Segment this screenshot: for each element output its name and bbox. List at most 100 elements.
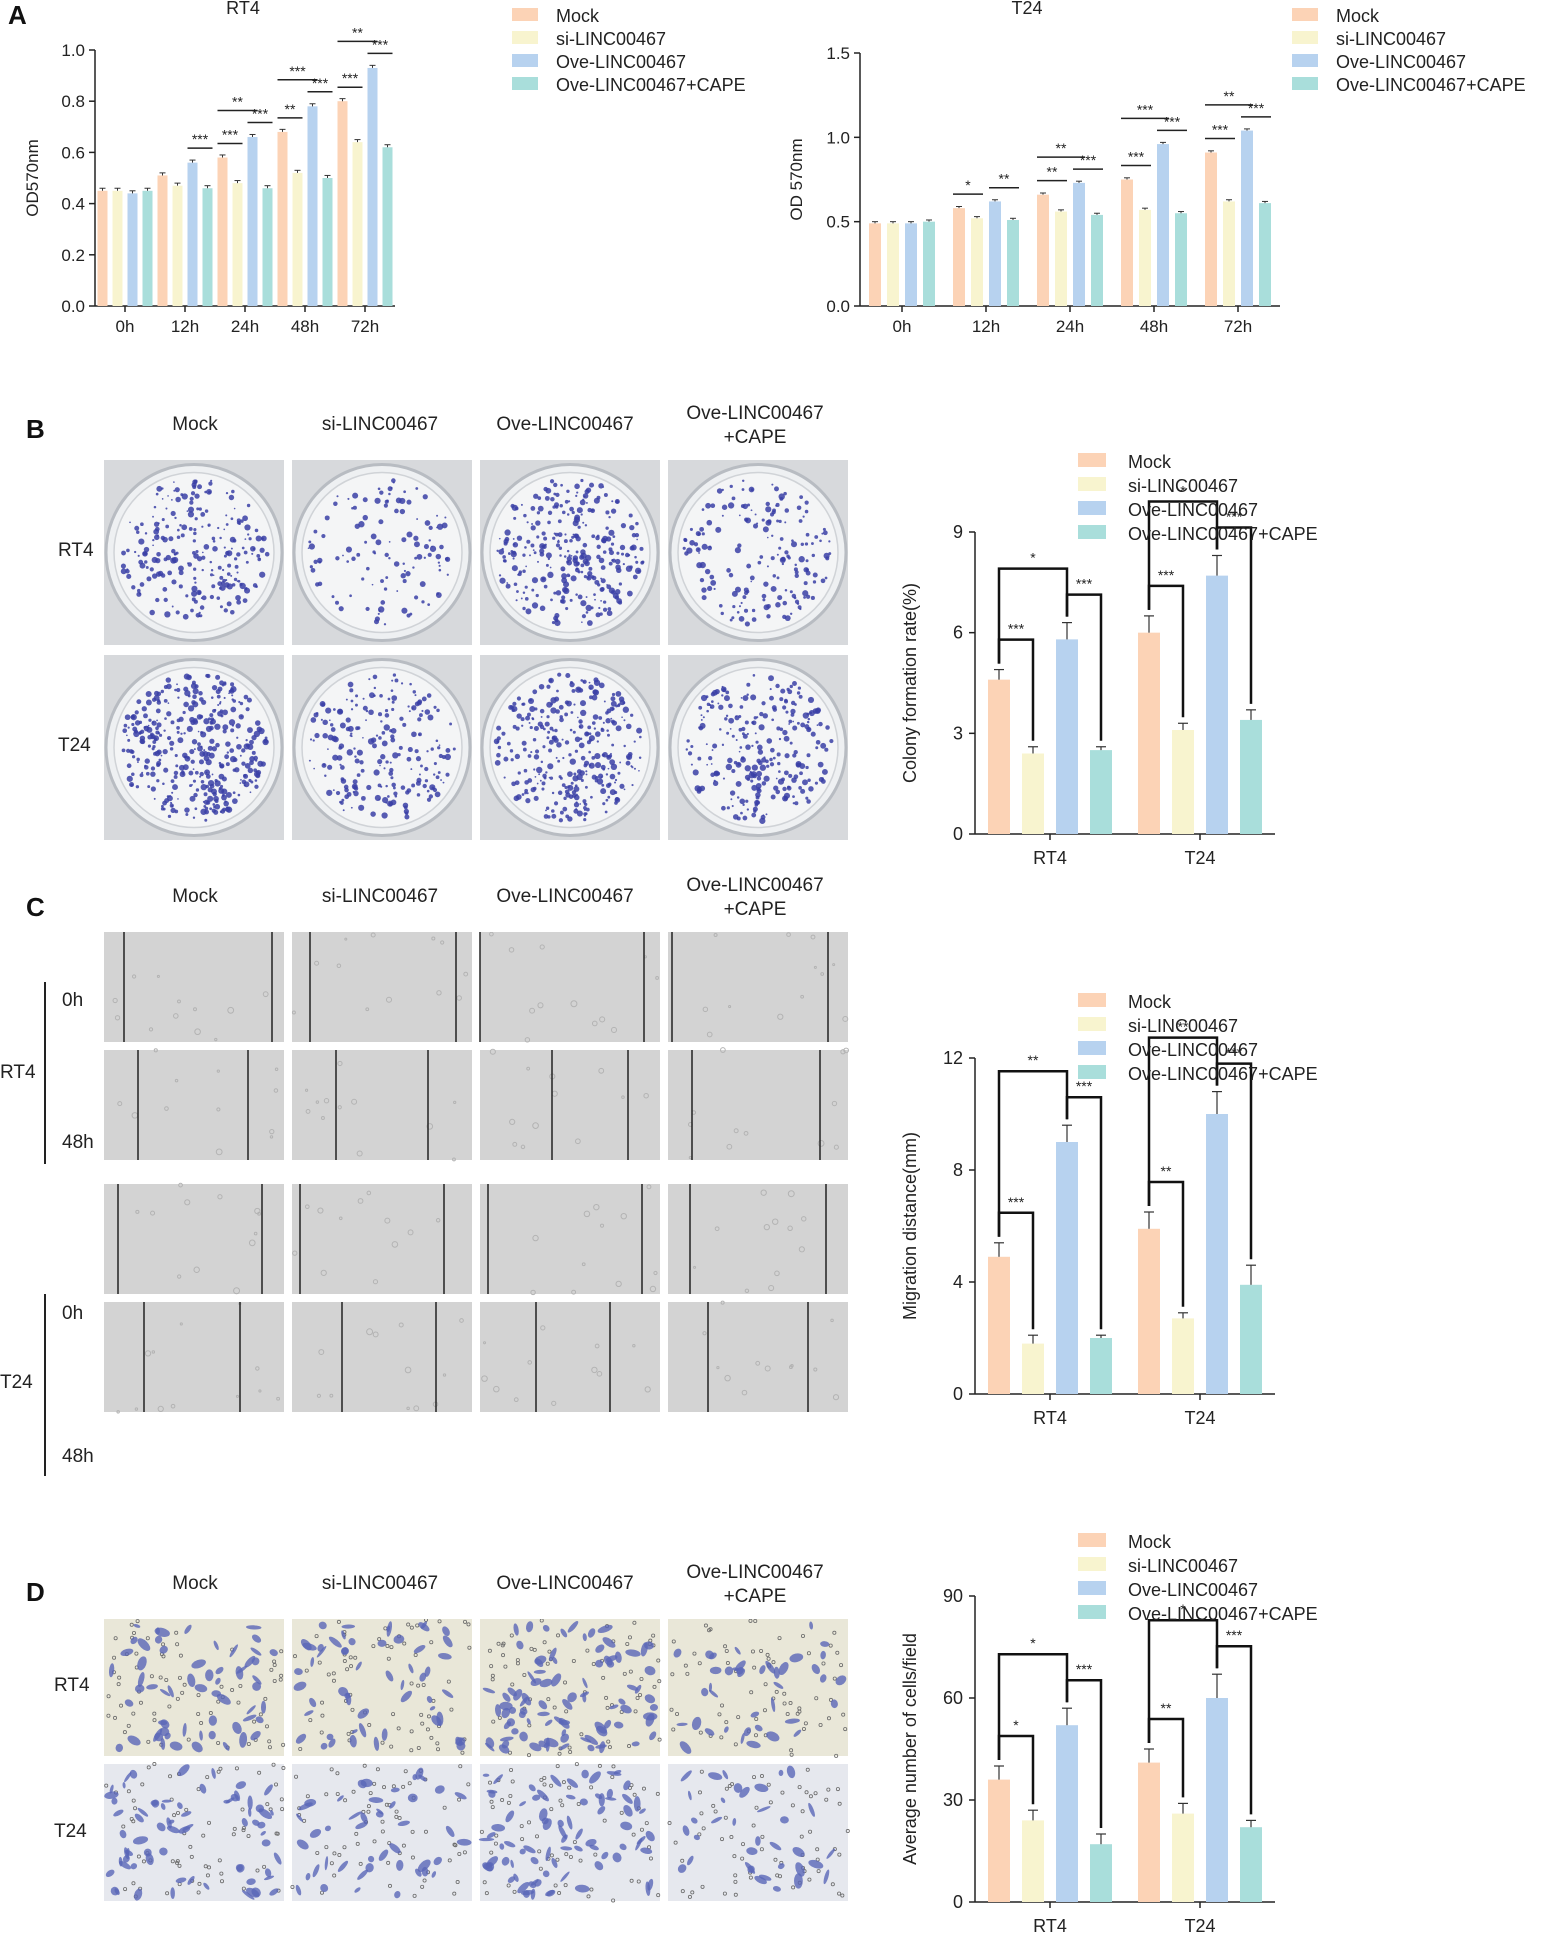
migrated-cell <box>585 1838 597 1847</box>
colony-dot <box>192 701 199 708</box>
colony-dot <box>605 526 609 530</box>
colony-dot <box>521 793 525 796</box>
colony-dot <box>806 799 811 804</box>
colony-dot <box>194 493 200 499</box>
membrane-pore <box>510 1682 515 1687</box>
cell-debris <box>813 1367 818 1372</box>
membrane-pore <box>778 1874 783 1879</box>
migrated-cell <box>551 1857 558 1868</box>
migrated-cell <box>819 1674 827 1683</box>
migrated-cell <box>156 1822 166 1832</box>
colony-dot <box>618 600 623 605</box>
colony-dot <box>122 728 128 734</box>
colony-dot <box>181 493 188 500</box>
membrane-pore <box>490 1805 495 1810</box>
colony-dot <box>162 536 168 543</box>
colony-dot <box>175 764 179 768</box>
y-tick-label: 0.6 <box>61 143 85 162</box>
colony-dot <box>162 586 168 592</box>
colony-dot <box>261 537 264 540</box>
membrane-pore <box>799 1834 804 1839</box>
colony-dot <box>792 795 795 798</box>
migrated-cell <box>482 1862 493 1872</box>
y-tick-label: 90 <box>943 1586 963 1606</box>
colony-dot <box>388 771 394 776</box>
colony-dot <box>729 728 732 730</box>
colony-dot <box>356 749 363 756</box>
colony-dot <box>620 552 625 556</box>
colony-dot <box>731 496 736 501</box>
colony-dot <box>245 743 250 748</box>
cell-debris <box>713 933 718 938</box>
migrated-cell <box>137 1672 145 1688</box>
colony-dot <box>606 729 609 732</box>
cell-debris <box>524 1037 531 1043</box>
membrane-pore <box>205 1873 210 1878</box>
colony-dot <box>415 780 421 786</box>
migrated-cell <box>538 1700 548 1710</box>
significance-label: *** <box>1212 122 1229 138</box>
colony-dot <box>431 786 435 790</box>
cell-debris <box>615 1280 622 1288</box>
colony-dot <box>192 768 195 770</box>
migrated-cell <box>357 1869 369 1880</box>
colony-dot <box>332 754 339 761</box>
colony-dot <box>378 798 381 801</box>
bar <box>905 223 917 306</box>
colony-dot <box>160 807 165 811</box>
colony-dot <box>522 591 526 594</box>
colony-dot <box>228 494 235 501</box>
colony-dot <box>368 692 375 699</box>
col-header-si: si-LINC00467 <box>321 886 439 907</box>
membrane-pore <box>690 1890 695 1895</box>
colony-dot <box>151 720 157 726</box>
colony-dot <box>554 532 559 537</box>
colony-dot <box>623 744 626 748</box>
migrated-cell <box>609 1704 619 1710</box>
colony-dot <box>497 745 502 750</box>
colony-dot <box>498 548 505 555</box>
colony-dot <box>759 711 764 717</box>
cell-debris <box>384 1217 391 1224</box>
migrated-cell <box>442 1626 450 1636</box>
colony-dot <box>127 738 131 742</box>
wound-micrograph <box>292 1302 472 1412</box>
colony-dot <box>156 700 162 705</box>
migrated-cell <box>358 1723 367 1738</box>
colony-dot <box>362 736 364 739</box>
colony-dot <box>192 479 198 485</box>
colony-dot <box>759 817 766 824</box>
migrated-cell <box>400 1690 412 1703</box>
membrane-pore <box>768 1800 773 1805</box>
cell-debris <box>798 1246 805 1253</box>
membrane-pore <box>699 1811 704 1816</box>
cell-debris <box>233 1287 241 1295</box>
cell-debris <box>720 1047 726 1053</box>
bar <box>157 175 168 306</box>
bar <box>1037 194 1049 306</box>
migrated-cell <box>759 1665 766 1675</box>
membrane-pore <box>519 1824 524 1829</box>
membrane-pore <box>184 1807 189 1812</box>
cell-debris <box>144 1350 152 1357</box>
colony-dot <box>556 742 562 748</box>
colony-dot <box>164 611 171 618</box>
colony-dot <box>133 730 140 738</box>
colony-dot <box>197 742 201 747</box>
colony-dot <box>379 764 381 767</box>
colony-dot <box>231 489 235 494</box>
migrated-cell <box>130 1863 138 1870</box>
micrograph-background <box>104 932 284 1042</box>
colony-dot <box>395 497 402 504</box>
colony-dot <box>217 686 223 692</box>
migrated-cell <box>137 1807 149 1817</box>
membrane-pore <box>824 1797 829 1802</box>
colony-dot <box>701 587 707 593</box>
colony-dot <box>172 784 178 791</box>
colony-dot <box>700 694 708 702</box>
y-tick-label: 0 <box>953 824 963 844</box>
colony-dot <box>381 740 388 747</box>
membrane-pore <box>736 1715 741 1720</box>
colony-dot <box>806 712 810 716</box>
